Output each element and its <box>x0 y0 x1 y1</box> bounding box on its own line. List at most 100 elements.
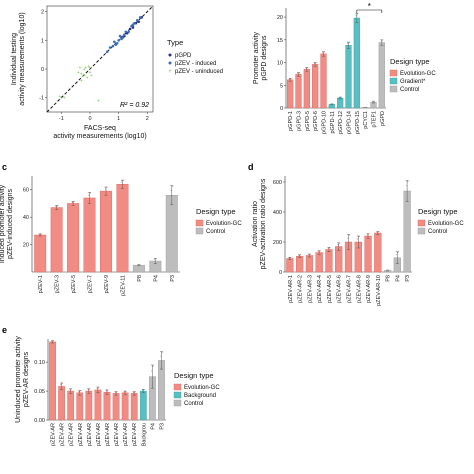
replicate-point <box>143 388 145 391</box>
replicate-point <box>309 253 311 255</box>
bar <box>286 258 294 273</box>
replicate-point <box>396 259 398 261</box>
bar <box>67 390 75 421</box>
scatter-point: + <box>97 99 100 105</box>
replicate-point <box>56 205 58 207</box>
replicate-point <box>357 243 359 245</box>
replicate-point <box>73 201 75 203</box>
scatter-point: + <box>86 76 89 82</box>
replicate-point <box>106 392 108 394</box>
replicate-point <box>396 254 398 256</box>
x-tick-label: 0 <box>88 116 91 122</box>
replicate-point <box>347 43 349 45</box>
replicate-point <box>377 232 379 234</box>
x-tick-label: P3 <box>405 275 411 282</box>
replicate-point <box>171 186 173 188</box>
legend-label: pGPD <box>175 53 192 59</box>
bar <box>139 390 147 421</box>
bar <box>287 79 294 109</box>
bar <box>312 64 319 109</box>
legend-label: pZEV - uninduced <box>175 69 223 75</box>
replicate-point <box>289 78 291 80</box>
scatter-point: + <box>63 96 66 102</box>
scatter-point <box>130 24 133 28</box>
replicate-point <box>308 255 310 257</box>
scatter-point: + <box>84 66 87 72</box>
y-tick-label: 20 <box>23 243 29 249</box>
scatter-point: + <box>87 64 90 70</box>
scatter-point: + <box>90 73 93 79</box>
x-tick-label: pZEV-AR <box>60 423 66 446</box>
replicate-point <box>104 188 106 190</box>
replicate-point <box>152 365 154 367</box>
scatter-point: + <box>60 96 63 102</box>
replicate-point <box>331 103 333 105</box>
replicate-point <box>315 62 317 64</box>
legend-title: Design type <box>390 57 430 66</box>
bar <box>49 341 56 421</box>
bar <box>121 392 129 421</box>
scatter-point <box>135 19 139 22</box>
replicate-point <box>306 69 308 71</box>
y-tick-label: 0.10 <box>34 360 45 366</box>
replicate-point <box>318 252 320 254</box>
legend-label: Evolution-GC <box>400 71 436 77</box>
replicate-point <box>39 234 41 236</box>
bar <box>295 74 302 109</box>
legend-title: Design type <box>174 371 214 380</box>
replicate-point <box>338 242 340 244</box>
replicate-point <box>289 258 291 260</box>
replicate-point <box>368 233 370 235</box>
y-tick-label: 20 <box>277 15 283 21</box>
legend-swatch <box>173 399 182 407</box>
replicate-point <box>356 18 358 20</box>
bar <box>403 190 411 273</box>
scatter-point <box>127 30 130 34</box>
y-axis-title: Individual testingactivity measurements … <box>11 12 26 105</box>
x-tick-label: pZEV-AR <box>123 423 129 446</box>
legend-symbol: + <box>168 69 172 75</box>
replicate-point <box>40 233 42 235</box>
bar <box>364 235 372 273</box>
replicate-point <box>133 393 135 395</box>
x-tick-label: pZEV-AR-2 <box>298 275 304 303</box>
replicate-point <box>69 389 71 391</box>
replicate-point <box>365 106 367 108</box>
scatter-point: + <box>58 94 61 100</box>
x-tick-label: P4 <box>153 275 159 282</box>
replicate-point <box>305 67 307 70</box>
bar <box>374 232 382 273</box>
significance-star: * <box>368 2 371 11</box>
replicate-point <box>106 186 108 188</box>
replicate-point <box>107 389 109 391</box>
replicate-point <box>372 101 375 103</box>
x-tick-label: pZEV-AR <box>132 423 138 446</box>
replicate-point <box>154 259 156 261</box>
bar <box>325 249 333 273</box>
x-tick-label: pZEV-AR-10 <box>376 275 382 306</box>
legend-label: pZEV - induced <box>175 61 216 67</box>
replicate-point <box>121 184 123 187</box>
replicate-point <box>160 355 162 357</box>
replicate-point <box>347 45 350 47</box>
bar <box>305 255 314 273</box>
y-tick-label: 0 <box>280 106 283 112</box>
bar <box>100 190 112 273</box>
replicate-point <box>373 100 375 102</box>
replicate-point <box>348 41 350 43</box>
replicate-point <box>138 264 140 266</box>
bar <box>337 97 344 109</box>
replicate-point <box>105 390 107 392</box>
scatter-point: + <box>80 78 83 84</box>
legend-label: Evolution-GC <box>206 221 242 227</box>
scatter-point <box>121 36 125 39</box>
panel-letter-d: d <box>248 162 254 172</box>
replicate-point <box>347 243 350 245</box>
legend-label: Background <box>184 393 216 399</box>
y-tick-label: 0.00 <box>34 418 45 424</box>
y-tick-label: 400 <box>273 210 282 216</box>
replicate-point <box>134 391 136 393</box>
legend-swatch <box>389 85 398 93</box>
scatter-point <box>133 21 136 25</box>
